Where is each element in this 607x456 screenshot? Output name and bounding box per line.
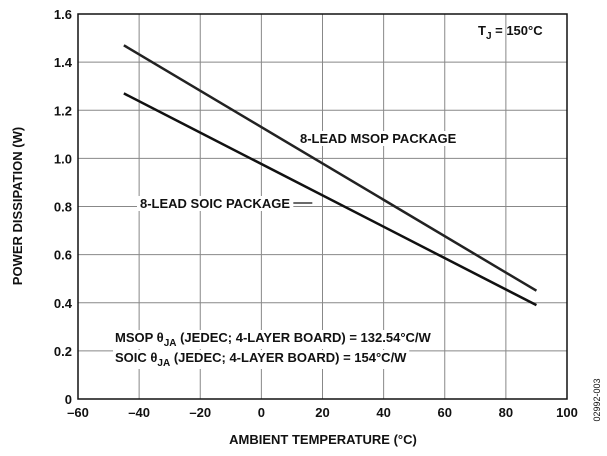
- figure-id: 02992-003: [592, 378, 602, 421]
- y-tick-label: 1.2: [54, 103, 72, 118]
- msop-main: MSOP θ: [115, 330, 164, 345]
- x-axis-label: AMBIENT TEMPERATURE (°C): [229, 432, 417, 447]
- y-tick-label: 1.6: [54, 7, 72, 22]
- msop-sub: JA: [164, 338, 177, 349]
- x-tick-label: 40: [376, 405, 390, 420]
- y-tick-label: 1.4: [54, 55, 73, 70]
- series-label: 8-LEAD SOIC PACKAGE: [140, 196, 290, 211]
- x-tick-label: 60: [438, 405, 452, 420]
- soic-note: SOIC θJA (JEDEC; 4-LAYER BOARD) = 154°C/…: [115, 350, 407, 369]
- series-label-background: [137, 196, 294, 211]
- tj-rest: = 150°C: [492, 23, 544, 38]
- tj-main: T: [478, 23, 486, 38]
- msop-note: MSOP θJA (JEDEC; 4-LAYER BOARD) = 132.54…: [115, 330, 432, 349]
- y-axis-label: POWER DISSIPATION (W): [10, 127, 25, 285]
- series-label-background: [297, 131, 460, 146]
- series-line: [123, 44, 538, 292]
- x-tick-label: 80: [499, 405, 513, 420]
- lines: [123, 44, 538, 307]
- series-label: 8-LEAD MSOP PACKAGE: [300, 131, 457, 146]
- note-background: [113, 350, 410, 369]
- y-tick-label: 0.4: [54, 296, 73, 311]
- series-line: [123, 92, 538, 307]
- x-tick-label: 20: [315, 405, 329, 420]
- x-tick-label: 0: [258, 405, 265, 420]
- tj-note: TJ = 150°C: [478, 23, 543, 42]
- soic-main: SOIC θ: [115, 350, 157, 365]
- plot-frame: [77, 13, 568, 400]
- labels: 0 0.2 0.4 0.6 0.8 1.0 1.2 1.4 1.6 –60 –40 –20 0 20 40 6…: [54, 7, 578, 420]
- x-tick-label: –60: [67, 405, 89, 420]
- y-tick-label: 1.0: [54, 151, 72, 166]
- y-tick-label: 0.8: [54, 200, 72, 215]
- tj-sub: J: [486, 31, 492, 42]
- note-background: [113, 330, 434, 349]
- msop-rest: (JEDEC; 4-LAYER BOARD) = 132.54°C/W: [176, 330, 431, 345]
- y-tick-label: 0: [65, 392, 72, 407]
- y-tick-label: 0.2: [54, 344, 72, 359]
- x-tick-label: –40: [128, 405, 150, 420]
- x-tick-label: 100: [556, 405, 578, 420]
- soic-sub: JA: [157, 358, 170, 369]
- soic-rest: (JEDEC; 4-LAYER BOARD) = 154°C/W: [170, 350, 407, 365]
- x-tick-label: –20: [189, 405, 211, 420]
- y-tick-label: 0.6: [54, 248, 72, 263]
